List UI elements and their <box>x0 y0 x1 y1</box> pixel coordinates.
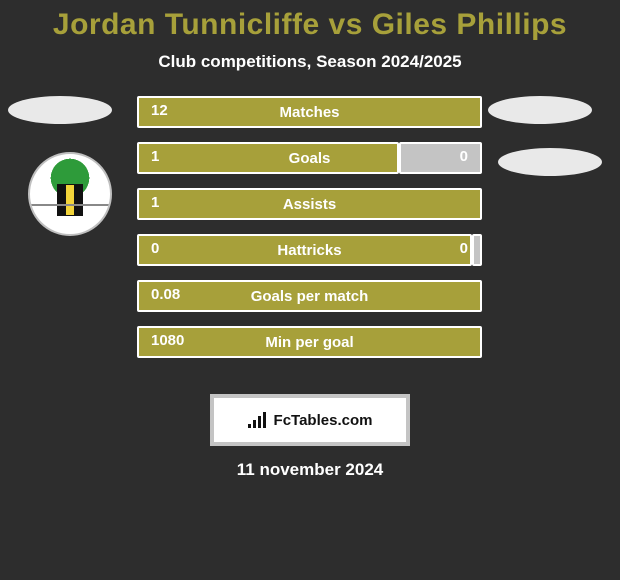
player1-badge-placeholder <box>8 96 112 124</box>
bars-icon <box>248 412 268 428</box>
stat-row: 1 0Goals <box>137 142 482 174</box>
stat-row: 12Matches <box>137 96 482 128</box>
fctables-attribution: FcTables.com <box>210 394 410 446</box>
stat-row: 0.08Goals per match <box>137 280 482 312</box>
stat-name: Assists <box>137 188 482 220</box>
stat-row: 1080Min per goal <box>137 326 482 358</box>
stat-value-right: 0 <box>460 240 468 257</box>
player1-club-logo <box>28 152 112 236</box>
stat-name: Hattricks <box>137 234 482 266</box>
fctables-label: FcTables.com <box>274 412 373 429</box>
stat-value-left: 1080 <box>151 332 184 349</box>
page-subtitle: Club competitions, Season 2024/2025 <box>0 52 620 72</box>
stat-row: 1Assists <box>137 188 482 220</box>
page-title: Jordan Tunnicliffe vs Giles Phillips <box>0 8 620 42</box>
player2-badge-placeholder-1 <box>488 96 592 124</box>
stat-value-left: 0.08 <box>151 286 180 303</box>
stat-name: Min per goal <box>137 326 482 358</box>
stat-name: Goals <box>137 142 482 174</box>
stat-value-left: 1 <box>151 194 159 211</box>
stat-value-right: 0 <box>460 148 468 165</box>
chart-area: 12Matches10Goals1Assists00Hattricks0.08G… <box>0 96 620 376</box>
stat-value-left: 12 <box>151 102 168 119</box>
stat-name: Goals per match <box>137 280 482 312</box>
stat-name: Matches <box>137 96 482 128</box>
stat-row: 0 0Hattricks <box>137 234 482 266</box>
stat-value-left: 0 <box>151 240 159 257</box>
infographic-root: Jordan Tunnicliffe vs Giles Phillips Clu… <box>0 0 620 480</box>
player2-badge-placeholder-2 <box>498 148 602 176</box>
stat-bars: 12Matches10Goals1Assists00Hattricks0.08G… <box>137 96 482 372</box>
stat-value-left: 1 <box>151 148 159 165</box>
footer-date: 11 november 2024 <box>0 460 620 480</box>
